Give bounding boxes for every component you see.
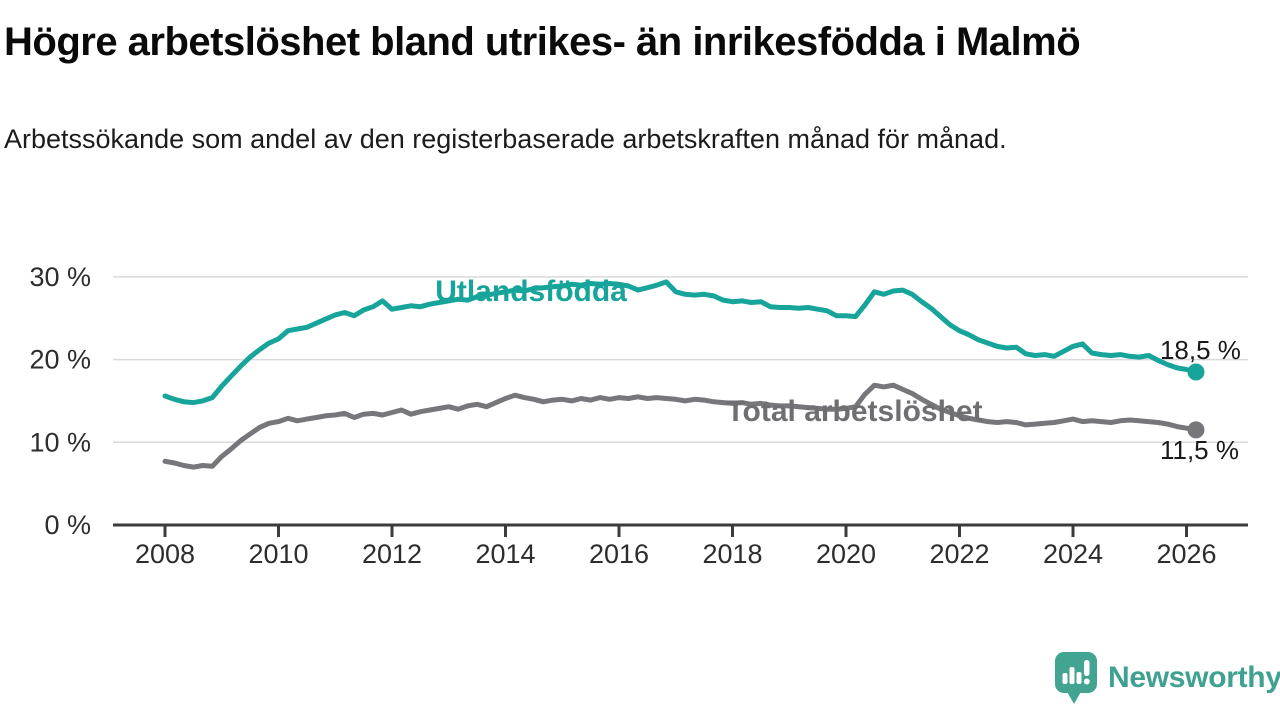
series-label-total-arbetsloshet: Total arbetslöshet [726, 395, 982, 428]
series-end-dot-utlandsfodda [1187, 363, 1205, 381]
x-axis-tick-label: 2010 [248, 539, 308, 569]
logo-bar-3 [1076, 672, 1082, 684]
series-end-value-total-arbetsloshet: 11,5 % [1160, 435, 1239, 465]
y-axis-tick-label: 10 % [29, 427, 91, 457]
x-axis-tick-label: 2008 [135, 539, 195, 569]
x-axis-tick-label: 2014 [475, 539, 535, 569]
logo-bar-2 [1069, 667, 1075, 684]
x-axis-tick-label: 2026 [1156, 539, 1216, 569]
logo-bar-1 [1062, 673, 1068, 684]
newsworthy-logo-icon [1055, 652, 1097, 704]
y-axis-labels: 0 % 10 % 20 % 30 % [29, 262, 91, 540]
x-axis-labels: 2008 2010 2012 2014 2016 2018 2020 2022 2024 2026 [135, 539, 1217, 569]
gridlines [113, 276, 1248, 444]
x-axis-tick-label: 2020 [816, 539, 876, 569]
series-annotations: 11,5 % 18,5 % Utlandsfödda Total arbetslösh… [435, 275, 1241, 465]
series-line-total-arbetsloshet [162, 382, 1199, 470]
newsworthy-logo-text: Newsworthy [1108, 661, 1280, 694]
logo-exclamation-icon [1084, 660, 1090, 676]
x-axis [113, 523, 1248, 537]
series-end-value-utlandsfodda: 18,5 % [1160, 335, 1241, 365]
x-axis-tick-label: 2012 [362, 539, 422, 569]
chart-subtitle: Arbetssökande som andel av den registerb… [4, 124, 1007, 154]
series-line-utlandsfodda [162, 279, 1199, 406]
x-axis-tick-label: 2018 [702, 539, 762, 569]
newsworthy-logo: Newsworthy [1054, 650, 1280, 706]
x-axis-tick-label: 2024 [1043, 539, 1103, 569]
series-lines [162, 279, 1205, 470]
y-axis-tick-label: 30 % [29, 262, 91, 292]
y-axis-tick-label: 20 % [29, 345, 91, 375]
y-axis-tick-label: 0 % [44, 510, 91, 540]
x-axis-tick-label: 2016 [589, 539, 649, 569]
series-label-utlandsfodda: Utlandsfödda [435, 275, 627, 308]
series-end-dot-total-arbetsloshet [1187, 421, 1205, 439]
x-axis-tick-label: 2022 [929, 539, 989, 569]
chart-title: Högre arbetslöshet bland utrikes- än inr… [4, 20, 1081, 64]
